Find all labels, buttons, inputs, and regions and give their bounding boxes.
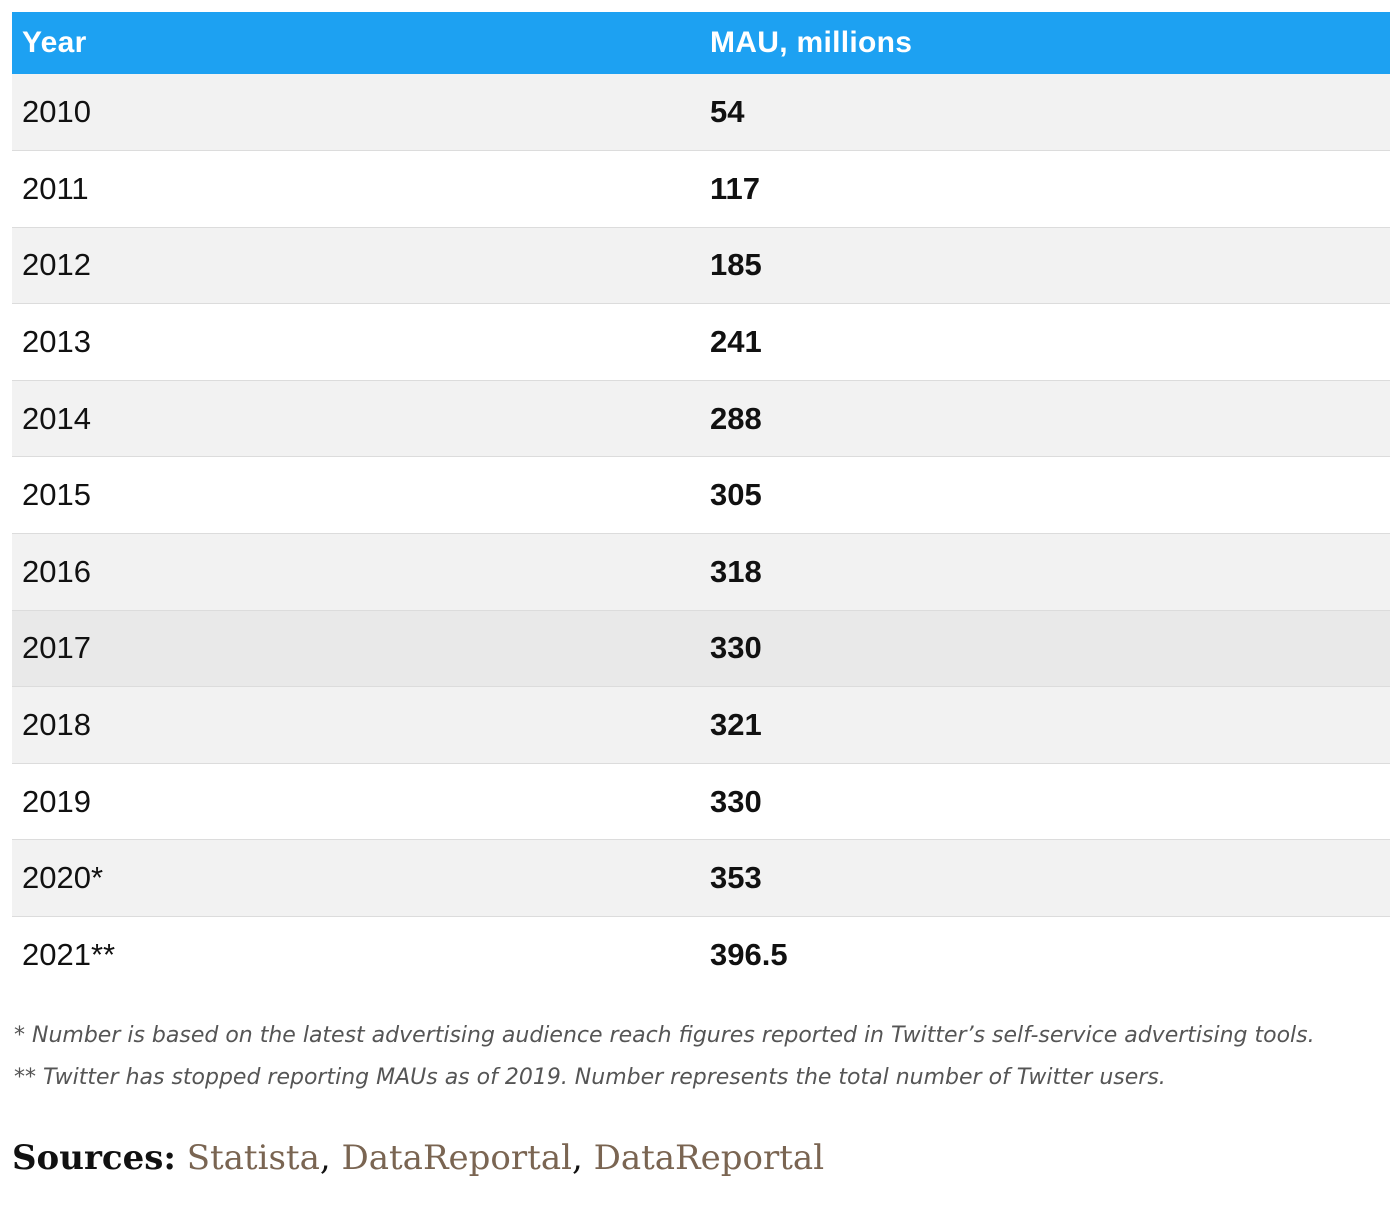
year-column-header: Year — [22, 26, 87, 59]
mau-cell: 330 — [710, 783, 762, 819]
table-row: 2018 321 — [12, 686, 1390, 764]
mau-cell: 321 — [710, 707, 762, 743]
source-separator: , — [571, 1138, 594, 1178]
mau-cell: 288 — [710, 400, 762, 436]
year-cell: 2021** — [22, 937, 116, 973]
table-row: 2017 330 — [12, 610, 1390, 687]
table-row: 2021** 396.5 — [12, 916, 1390, 994]
table-row: 2010 54 — [12, 74, 1390, 151]
mau-cell: 185 — [710, 247, 762, 283]
mau-cell: 241 — [710, 324, 762, 360]
mau-cell: 353 — [710, 860, 762, 896]
table-row: 2013 241 — [12, 303, 1390, 381]
table-row: 2014 288 — [12, 380, 1390, 457]
sources-line: Sources: Statista, DataReportal, DataRep… — [12, 1138, 824, 1178]
year-cell: 2020* — [22, 860, 104, 896]
table-row: 2015 305 — [12, 456, 1390, 534]
sources-label: Sources: — [12, 1138, 176, 1178]
footnote-2: ** Twitter has stopped reporting MAUs as… — [14, 1065, 1166, 1090]
mau-cell: 318 — [710, 553, 762, 589]
footnotes: * Number is based on the latest advertis… — [14, 1018, 1384, 1102]
year-cell: 2018 — [22, 707, 91, 743]
source-separator: , — [319, 1138, 342, 1178]
table-row: 2020* 353 — [12, 839, 1390, 917]
year-cell: 2012 — [22, 247, 91, 283]
footnote-1: * Number is based on the latest advertis… — [14, 1023, 1315, 1048]
mau-column-header: MAU, millions — [710, 26, 913, 59]
year-cell: 2014 — [22, 400, 91, 436]
mau-cell: 305 — [710, 477, 762, 513]
year-cell: 2017 — [22, 630, 91, 666]
source-link-datareportal[interactable]: DataReportal — [341, 1138, 572, 1178]
mau-table: Year MAU, millions 2010 54 2011 117 2012… — [12, 12, 1390, 994]
source-link-datareportal[interactable]: DataReportal — [593, 1138, 825, 1178]
mau-table-container: Year MAU, millions 2010 54 2011 117 2012… — [12, 12, 1390, 994]
source-link-statista[interactable]: Statista — [186, 1138, 320, 1178]
year-cell: 2016 — [22, 553, 91, 589]
mau-cell: 330 — [710, 630, 762, 666]
year-cell: 2019 — [22, 783, 91, 819]
year-cell: 2011 — [22, 170, 89, 206]
table-row: 2011 117 — [12, 150, 1390, 228]
mau-cell: 396.5 — [710, 937, 788, 973]
table-row: 2019 330 — [12, 763, 1390, 840]
year-cell: 2010 — [22, 94, 91, 130]
mau-cell: 54 — [710, 94, 745, 130]
table-row: 2016 318 — [12, 533, 1390, 611]
year-cell: 2013 — [22, 324, 91, 360]
year-cell: 2015 — [22, 477, 91, 513]
table-header-row: Year MAU, millions — [12, 12, 1390, 74]
mau-cell: 117 — [710, 170, 761, 206]
table-row: 2012 185 — [12, 227, 1390, 304]
